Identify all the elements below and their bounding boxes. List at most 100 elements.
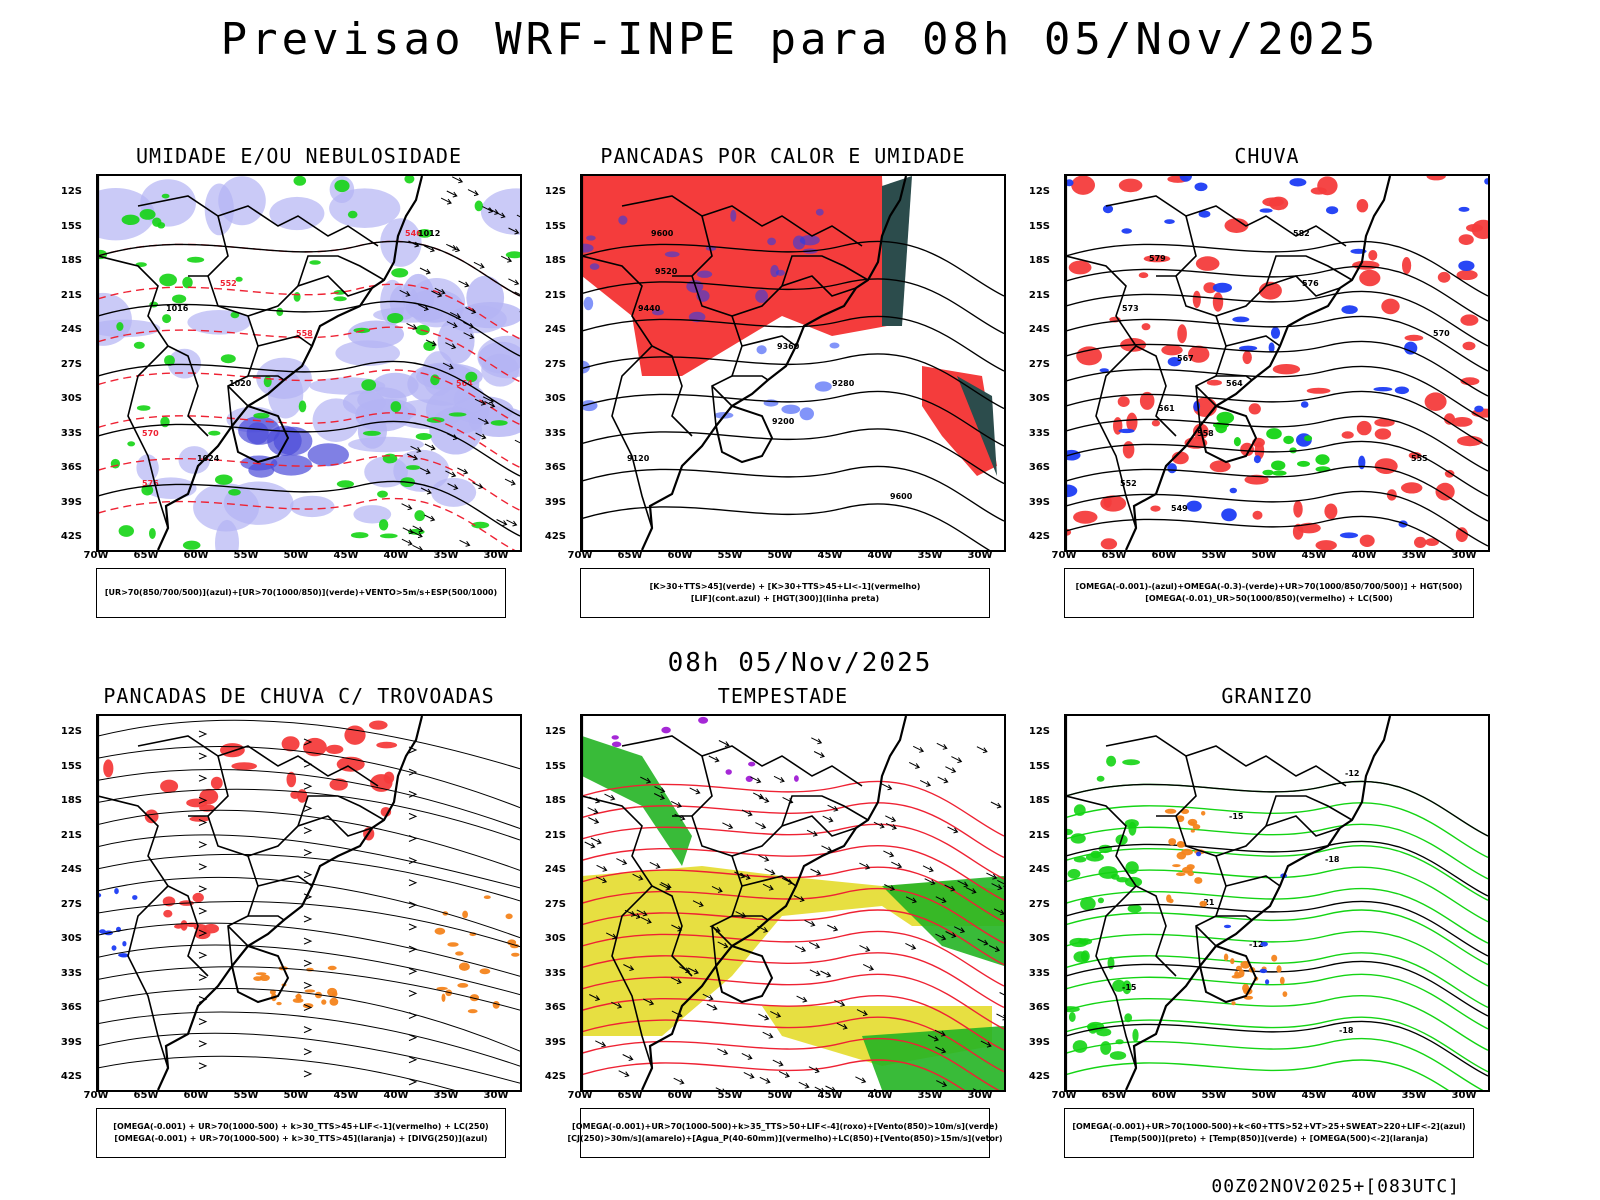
latitude-axis: 12S 15S 18S 21S 24S 27S 30S 33S 36S 39S 42S — [1018, 714, 1050, 1090]
latitude-label: 33S — [1028, 967, 1050, 979]
longitude-label: 45W — [333, 550, 359, 561]
longitude-label: 35W — [433, 1090, 459, 1101]
panel-umidade: UMIDADE E/OU NEBULOSIDADE 546 552 558 564 570… — [61, 144, 522, 618]
panel-pancadas-trovoadas: PANCADAS DE CHUVA C/ TROVOADAS 12S 15S 18S 2… — [61, 684, 522, 1158]
contour-label: -21 — [1200, 898, 1215, 907]
contour-label: 9520 — [655, 267, 678, 276]
latitude-label: 21S — [60, 829, 82, 841]
contour-label: 546 — [405, 229, 422, 238]
contour-label: 9200 — [772, 417, 795, 426]
panel-legend: [UR>70(850/700/500)](azul)+[UR>70(1000/8… — [96, 568, 506, 618]
longitude-label: 60W — [667, 550, 693, 561]
longitude-label: 70W — [1051, 1090, 1077, 1101]
lifted-index-contours — [582, 208, 840, 421]
panel-legend: [OMEGA(-0.001)-(azul)+OMEGA(-0.3)-(verde… — [1064, 568, 1474, 618]
contour-label: 573 — [1122, 304, 1139, 313]
contour-label: 576 — [142, 479, 159, 488]
convection-areas — [253, 965, 339, 1009]
latitude-label: 24S — [544, 324, 566, 335]
longitude-axis: 70W 65W 60W 55W 50W 45W 40W 35W 30W — [84, 1090, 522, 1104]
omega500-areas — [1164, 808, 1208, 907]
latitude-label: 36S — [544, 462, 566, 473]
longitude-label: 55W — [1201, 550, 1227, 561]
latitude-label: 12S — [60, 186, 82, 197]
thickness-contours: 546 552 558 564 570 576 — [98, 229, 520, 550]
latitude-label: 27S — [60, 898, 82, 910]
longitude-axis: 70W 65W 60W 55W 50W 45W 40W 35W 30W — [84, 550, 522, 564]
wind850-vectors — [584, 737, 1004, 1090]
latitude-label: 42S — [1028, 531, 1050, 542]
longitude-label: 50W — [1251, 550, 1277, 561]
panel-title: TEMPESTADE — [717, 684, 849, 708]
longitude-label: 45W — [817, 550, 843, 561]
run-time-footer: 00Z02NOV2025+[083UTC] — [1211, 1176, 1460, 1197]
longitude-label: 30W — [967, 1090, 993, 1101]
contour-label: 561 — [1158, 404, 1175, 413]
contour-label: -18 — [1339, 1026, 1354, 1035]
latitude-label: 42S — [1028, 1071, 1050, 1082]
legend-line: [K>30+TTS>45](verde) + [K>30+TTS>45+LI<-… — [649, 582, 921, 591]
longitude-label: 70W — [567, 550, 593, 561]
contour-label: 570 — [142, 429, 159, 438]
panel-legend: [OMEGA(-0.001)+UR>70(1000-500)+k>35_TTS>… — [567, 1108, 1003, 1158]
latitude-label: 39S — [60, 1036, 82, 1048]
latitude-label: 27S — [544, 358, 566, 370]
wind850-strong-nw — [582, 736, 692, 866]
longitude-label: 30W — [1451, 1090, 1477, 1101]
longitude-label: 30W — [483, 1090, 509, 1101]
legend-line: [OMEGA(-0.001)+UR>70(1000-500)+k>35_TTS>… — [572, 1122, 998, 1131]
forecast-time-label: 08h 05/Nov/2025 — [667, 648, 933, 678]
map-canvas: 546 552 558 564 570 576 1012 1016 1020 1024 — [98, 176, 520, 550]
heat-moisture-area — [882, 176, 912, 326]
latitude-label: 12S — [544, 726, 566, 737]
longitude-label: 60W — [183, 550, 209, 561]
temp500-contours: -12 -15 -18 -21 -12 -15 -18 — [1066, 769, 1488, 1077]
latitude-label: 30S — [1028, 933, 1050, 944]
panel-title: PANCADAS POR CALOR E UMIDADE — [600, 144, 966, 168]
contour-label: 9280 — [832, 379, 855, 388]
longitude-label: 50W — [767, 550, 793, 561]
panel-title: CHUVA — [1234, 144, 1300, 168]
contour-label: 558 — [296, 329, 313, 338]
latitude-label: 39S — [544, 496, 566, 508]
latitude-label: 18S — [1028, 795, 1050, 806]
divergence-areas — [98, 888, 138, 958]
map-canvas: 9600 9520 9440 9360 9280 9200 9120 9600 — [582, 176, 1004, 550]
jet-stream-area — [582, 866, 1004, 1036]
latitude-label: 42S — [60, 531, 82, 542]
latitude-label: 21S — [544, 829, 566, 841]
longitude-label: 40W — [1351, 550, 1377, 561]
latitude-label: 33S — [60, 967, 82, 979]
panel-legend: [OMEGA(-0.001) + UR>70(1000-500) + k>30_… — [96, 1108, 506, 1158]
panel-title: UMIDADE E/OU NEBULOSIDADE — [135, 144, 463, 168]
thunderstorm-areas — [103, 720, 398, 841]
legend-line: [OMEGA(-0.001)-(azul)+OMEGA(-0.3)-(verde… — [1075, 582, 1463, 591]
base-geography — [98, 716, 424, 1090]
base-geography — [1066, 716, 1392, 1090]
latitude-label: 21S — [1028, 289, 1050, 301]
latitude-label: 21S — [60, 289, 82, 301]
latitude-label: 30S — [60, 393, 82, 404]
latitude-label: 42S — [544, 1071, 566, 1082]
longitude-label: 35W — [433, 550, 459, 561]
contour-label: 579 — [1149, 254, 1166, 263]
latitude-label: 21S — [1028, 829, 1050, 841]
longitude-label: 55W — [717, 550, 743, 561]
panel-title: PANCADAS DE CHUVA C/ TROVOADAS — [103, 684, 495, 708]
latitude-label: 36S — [544, 1002, 566, 1013]
longitude-label: 65W — [1101, 550, 1127, 561]
latitude-label: 18S — [1028, 255, 1050, 266]
latitude-label: 15S — [60, 220, 82, 232]
base-geography — [98, 176, 424, 550]
longitude-label: 30W — [483, 550, 509, 561]
contour-label: 570 — [1433, 329, 1450, 338]
contour-label: 9600 — [651, 229, 674, 238]
contour-label: 9600 — [890, 492, 913, 501]
contour-label: 9360 — [777, 342, 800, 351]
longitude-label: 45W — [817, 1090, 843, 1101]
longitude-label: 60W — [183, 1090, 209, 1101]
latitude-label: 33S — [544, 427, 566, 439]
temp850-contours — [1066, 780, 1488, 1090]
